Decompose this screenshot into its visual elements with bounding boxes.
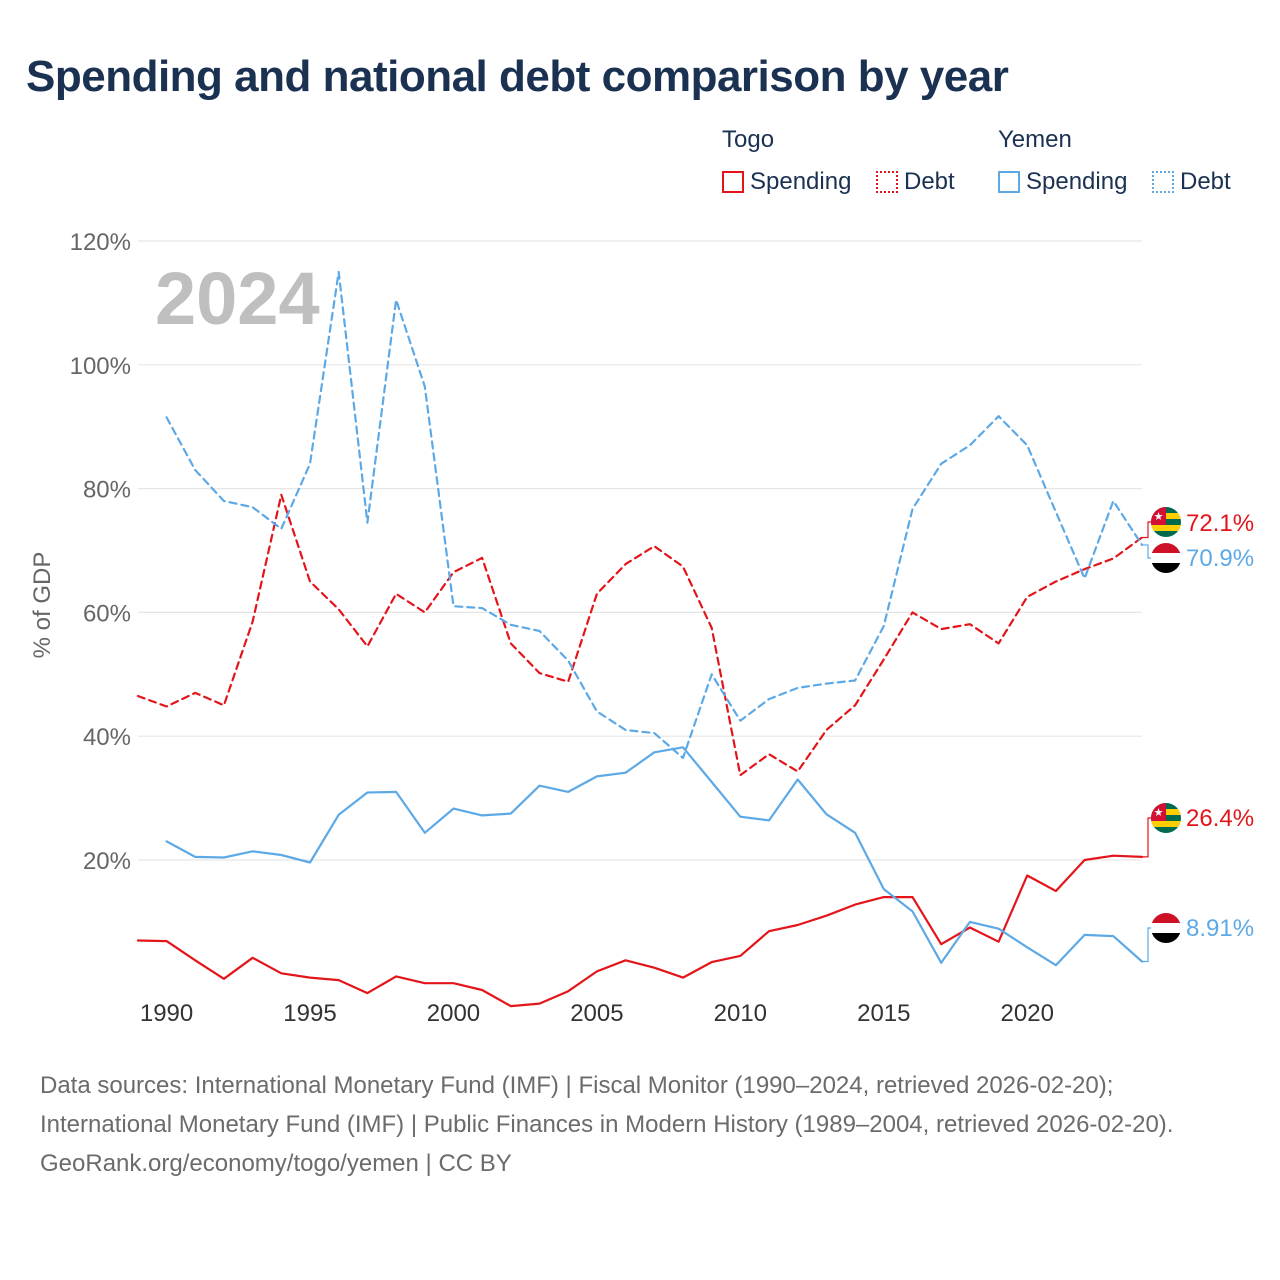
y-tick-label: 20% bbox=[83, 848, 131, 875]
x-tick-label: 2005 bbox=[570, 1000, 623, 1027]
svg-text:★: ★ bbox=[1154, 807, 1164, 819]
y-tick-label: 80% bbox=[83, 477, 131, 504]
legend-group-name: Togo bbox=[722, 126, 775, 153]
solid-line-swatch bbox=[998, 171, 1020, 193]
legend-item-yemen-spending[interactable]: Spending bbox=[998, 168, 1127, 196]
x-tick-label: 1995 bbox=[283, 1000, 336, 1027]
end-label-togo-debt: 72.1% bbox=[1186, 510, 1254, 537]
solid-line-swatch bbox=[722, 171, 744, 193]
legend-label: Debt bbox=[1180, 168, 1231, 195]
y-tick-label: 60% bbox=[83, 600, 131, 627]
series-lines bbox=[136, 270, 1144, 1008]
yemen-flag-icon bbox=[1151, 913, 1181, 943]
end-label-connector bbox=[1142, 521, 1151, 539]
togo-flag-icon: ★ bbox=[1151, 803, 1181, 833]
legend-item-togo-debt[interactable]: Debt bbox=[876, 168, 955, 196]
end-label-connector bbox=[1142, 817, 1151, 858]
line-chart: 2024 20% 40% 60% 80% 100% 120% 1990 1995 2000 20… bbox=[29, 229, 1254, 1027]
legend-item-yemen-debt[interactable]: Debt bbox=[1152, 168, 1231, 196]
yemen-flag-icon bbox=[1151, 543, 1181, 573]
dotted-line-swatch bbox=[1152, 171, 1174, 193]
y-axis-ticks: 20% 40% 60% 80% 100% 120% bbox=[70, 229, 131, 875]
end-label-connectors bbox=[1142, 521, 1151, 963]
togo-flag-icon: ★ bbox=[1151, 507, 1181, 537]
series-line-togo-debt[interactable] bbox=[136, 493, 1144, 777]
y-tick-label: 120% bbox=[70, 229, 131, 256]
y-axis-label: % of GDP bbox=[29, 552, 56, 659]
sources-line-2: International Monetary Fund (IMF) | Publ… bbox=[40, 1111, 1174, 1138]
dotted-line-swatch bbox=[876, 171, 898, 193]
x-tick-label: 2015 bbox=[857, 1000, 910, 1027]
x-tick-label: 1990 bbox=[140, 1000, 193, 1027]
x-tick-label: 2020 bbox=[1001, 1000, 1054, 1027]
legend-item-togo-spending[interactable]: Spending bbox=[722, 168, 851, 196]
end-label-togo-spending: 26.4% bbox=[1186, 805, 1254, 832]
series-line-yemen-spending[interactable] bbox=[165, 746, 1144, 967]
year-watermark: 2024 bbox=[155, 257, 320, 340]
end-label-yemen-debt: 70.9% bbox=[1186, 545, 1254, 572]
sources-line-1: Data sources: International Monetary Fun… bbox=[40, 1072, 1114, 1099]
svg-text:★: ★ bbox=[1154, 511, 1164, 523]
y-tick-label: 100% bbox=[70, 353, 131, 380]
x-tick-label: 2000 bbox=[427, 1000, 480, 1027]
legend-label: Spending bbox=[750, 168, 852, 195]
y-tick-label: 40% bbox=[83, 724, 131, 751]
series-line-yemen-debt[interactable] bbox=[165, 270, 1144, 760]
end-label-connector bbox=[1142, 544, 1151, 559]
end-label-connector bbox=[1142, 927, 1151, 963]
x-axis-ticks: 1990 1995 2000 2005 2010 2015 2020 bbox=[140, 1000, 1054, 1027]
end-label-yemen-spending: 8.91% bbox=[1186, 915, 1254, 942]
end-label-flags: ★ ★ bbox=[1151, 507, 1181, 943]
legend-group-name: Yemen bbox=[998, 126, 1072, 153]
legend-label: Spending bbox=[1026, 168, 1128, 195]
chart-title: Spending and national debt comparison by… bbox=[26, 52, 1009, 101]
credit-link[interactable]: GeoRank.org/economy/togo/yemen | CC BY bbox=[40, 1150, 512, 1177]
legend-label: Debt bbox=[904, 168, 955, 195]
x-tick-label: 2010 bbox=[714, 1000, 767, 1027]
grid-lines bbox=[138, 240, 1142, 861]
sources-footer: Data sources: International Monetary Fun… bbox=[40, 1066, 1240, 1183]
series-line-togo-spending[interactable] bbox=[136, 854, 1144, 1008]
